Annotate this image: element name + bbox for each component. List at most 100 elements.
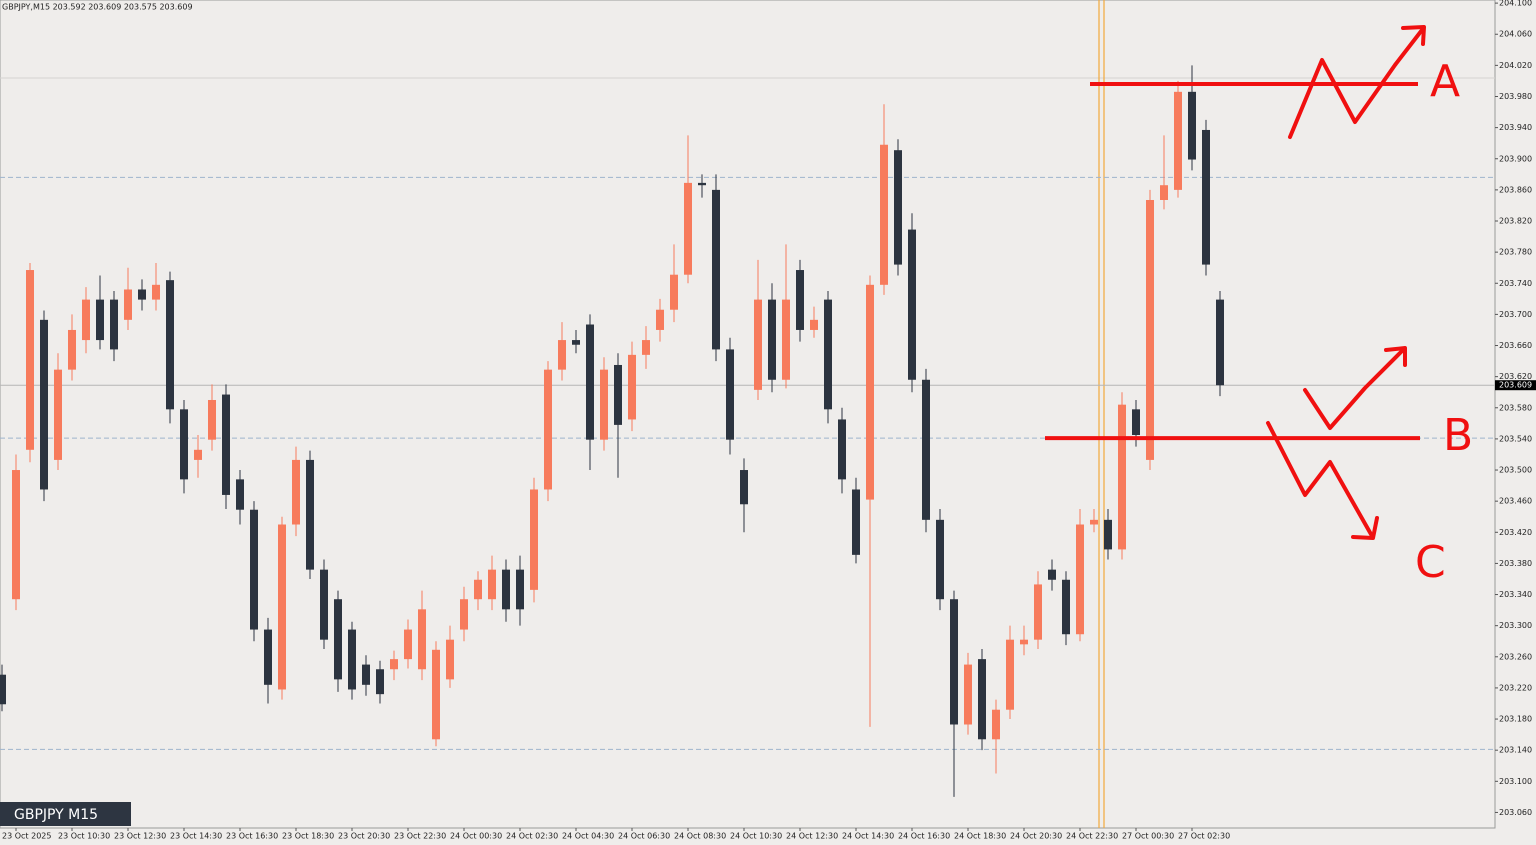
candle-body bbox=[656, 309, 664, 330]
candle-body bbox=[572, 340, 580, 345]
y-tick-label: 203.300 bbox=[1499, 621, 1532, 630]
candle-body bbox=[250, 509, 258, 630]
candle-body bbox=[96, 299, 104, 341]
candle-body bbox=[1146, 199, 1154, 460]
annotations: A B C bbox=[1045, 56, 1473, 588]
symbol-label: GBPJPY M15 bbox=[14, 807, 98, 823]
candles bbox=[0, 65, 1495, 797]
candle-body bbox=[418, 609, 426, 670]
candle-body bbox=[376, 669, 384, 695]
candle-body bbox=[1216, 299, 1224, 386]
candle-body bbox=[1020, 639, 1028, 645]
candle-body bbox=[68, 329, 76, 370]
candle-body bbox=[404, 629, 412, 660]
y-tick-label: 203.940 bbox=[1499, 123, 1532, 132]
x-tick-label: 23 Oct 10:30 bbox=[58, 832, 110, 841]
y-tick-label: 203.100 bbox=[1499, 777, 1532, 786]
y-tick-label: 203.580 bbox=[1499, 403, 1532, 412]
y-tick-label: 204.060 bbox=[1499, 30, 1532, 39]
candle-body bbox=[894, 150, 902, 265]
y-tick-label: 203.900 bbox=[1499, 154, 1532, 163]
x-tick-label: 24 Oct 14:30 bbox=[842, 832, 894, 841]
candle-body bbox=[138, 289, 146, 300]
candle-body bbox=[978, 659, 986, 740]
y-tick-label: 203.060 bbox=[1499, 808, 1532, 817]
candle-body bbox=[1202, 129, 1210, 265]
y-tick-label: 203.220 bbox=[1499, 683, 1532, 692]
candle-body bbox=[124, 289, 132, 320]
candle-body bbox=[1034, 584, 1042, 640]
candle-body bbox=[530, 489, 538, 590]
candle-body bbox=[460, 599, 468, 630]
x-tick-label: 27 Oct 00:30 bbox=[1122, 832, 1174, 841]
candle-body bbox=[1062, 579, 1070, 635]
candle-body bbox=[796, 270, 804, 330]
candle-body bbox=[474, 579, 482, 600]
y-tick-label: 204.100 bbox=[1499, 0, 1532, 8]
x-tick-label: 24 Oct 08:30 bbox=[674, 832, 726, 841]
price-label: 203.609 bbox=[1499, 381, 1532, 390]
plot-area bbox=[0, 0, 1496, 829]
candle-body bbox=[740, 470, 748, 505]
candle-body bbox=[26, 270, 34, 450]
candle-body bbox=[936, 519, 944, 600]
candle-body bbox=[194, 449, 202, 460]
candle-body bbox=[1048, 569, 1056, 580]
candle-body bbox=[488, 569, 496, 600]
annotation-label: A bbox=[1430, 56, 1460, 107]
candle-body bbox=[712, 189, 720, 350]
x-tick-label: 24 Oct 04:30 bbox=[562, 832, 614, 841]
annotation-label: C bbox=[1415, 537, 1446, 588]
candle-body bbox=[782, 299, 790, 380]
candle-body bbox=[1104, 519, 1112, 550]
candle-body bbox=[544, 369, 552, 490]
y-tick-label: 203.860 bbox=[1499, 185, 1532, 194]
candle-body bbox=[1132, 409, 1140, 436]
candle-body bbox=[838, 419, 846, 480]
candle-body bbox=[390, 659, 398, 670]
x-tick-label: 23 Oct 12:30 bbox=[114, 832, 166, 841]
candle-body bbox=[40, 319, 48, 490]
x-tick-label: 23 Oct 2025 bbox=[2, 832, 51, 841]
symbol-badge bbox=[0, 802, 131, 826]
candle-body bbox=[166, 280, 174, 410]
candle-body bbox=[12, 470, 20, 600]
header: GBPJPY,M15 203.592 203.609 203.575 203.6… bbox=[2, 3, 193, 12]
y-tick-label: 203.820 bbox=[1499, 217, 1532, 226]
y-tick-label: 203.620 bbox=[1499, 372, 1532, 381]
y-tick-label: 203.500 bbox=[1499, 466, 1532, 475]
x-tick-label: 24 Oct 16:30 bbox=[898, 832, 950, 841]
annotation-label: B bbox=[1443, 410, 1473, 461]
candle-body bbox=[824, 299, 832, 410]
x-tick-label: 23 Oct 14:30 bbox=[170, 832, 222, 841]
candle-body bbox=[866, 284, 874, 500]
candle-body bbox=[334, 599, 342, 680]
y-tick-label: 203.780 bbox=[1499, 248, 1532, 257]
candle-body bbox=[1006, 639, 1014, 710]
y-tick-label: 203.540 bbox=[1499, 434, 1532, 443]
candle-body bbox=[208, 399, 216, 440]
candle-body bbox=[950, 599, 958, 725]
price-box bbox=[1495, 380, 1536, 391]
candle-body bbox=[908, 229, 916, 380]
candle-body bbox=[292, 459, 300, 525]
candle-body bbox=[1118, 404, 1126, 550]
candle-body bbox=[516, 569, 524, 610]
candle-body bbox=[852, 489, 860, 555]
x-tick-label: 27 Oct 02:30 bbox=[1178, 832, 1230, 841]
x-tick-label: 24 Oct 22:30 bbox=[1066, 832, 1118, 841]
candle-body bbox=[810, 319, 818, 330]
x-tick-label: 23 Oct 20:30 bbox=[338, 832, 390, 841]
candle-body bbox=[964, 664, 972, 725]
candle-body bbox=[754, 299, 762, 390]
x-tick-label: 24 Oct 18:30 bbox=[954, 832, 1006, 841]
y-tick-label: 203.380 bbox=[1499, 559, 1532, 568]
y-tick-label: 203.340 bbox=[1499, 590, 1532, 599]
candle-body bbox=[600, 369, 608, 440]
candle-body bbox=[1188, 91, 1196, 160]
y-tick-label: 203.180 bbox=[1499, 715, 1532, 724]
candle-body bbox=[54, 369, 62, 460]
candle-body bbox=[880, 144, 888, 285]
x-tick-label: 23 Oct 16:30 bbox=[226, 832, 278, 841]
